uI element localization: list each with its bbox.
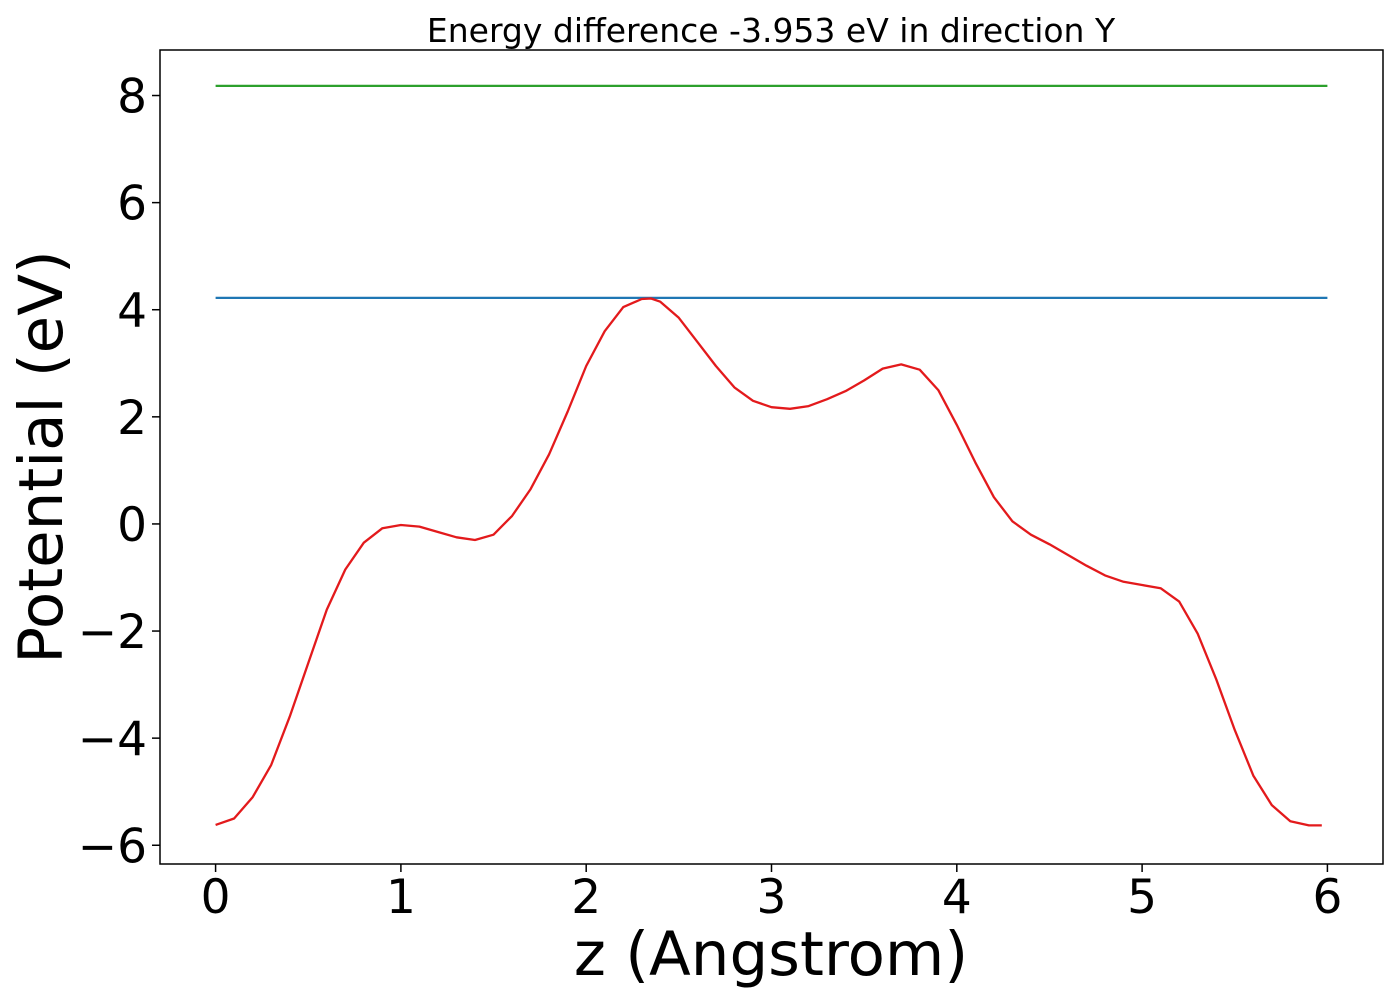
y-tick-label: 2 bbox=[117, 391, 147, 446]
y-tick-label: 6 bbox=[117, 177, 147, 232]
y-tick-label: −4 bbox=[78, 712, 147, 767]
x-tick-label: 0 bbox=[201, 870, 231, 925]
y-axis-ticks: −6 −4 −2 0 2 4 6 8 bbox=[78, 70, 160, 874]
x-axis-ticks: 0 1 2 3 4 5 6 bbox=[201, 864, 1342, 925]
x-tick-label: 4 bbox=[942, 870, 972, 925]
series-line-2 bbox=[215, 297, 1322, 827]
x-tick-label: 6 bbox=[1312, 870, 1342, 925]
chart-title: Energy difference -3.953 eV in direction… bbox=[427, 11, 1116, 50]
y-tick-label: −6 bbox=[78, 819, 147, 874]
x-tick-label: 2 bbox=[571, 870, 601, 925]
y-tick-label: 4 bbox=[117, 284, 147, 339]
x-axis-label: z (Angstrom) bbox=[574, 919, 968, 990]
y-tick-label: 0 bbox=[117, 498, 147, 553]
axes-frame bbox=[159, 49, 1384, 865]
x-tick-label: 1 bbox=[386, 870, 416, 925]
y-tick-label: 8 bbox=[117, 70, 147, 125]
x-tick-label: 5 bbox=[1127, 870, 1157, 925]
x-tick-label: 3 bbox=[757, 870, 787, 925]
y-axis-label: Potential (eV) bbox=[6, 250, 77, 663]
plot-area bbox=[215, 84, 1328, 827]
y-tick-label: −2 bbox=[78, 605, 147, 660]
